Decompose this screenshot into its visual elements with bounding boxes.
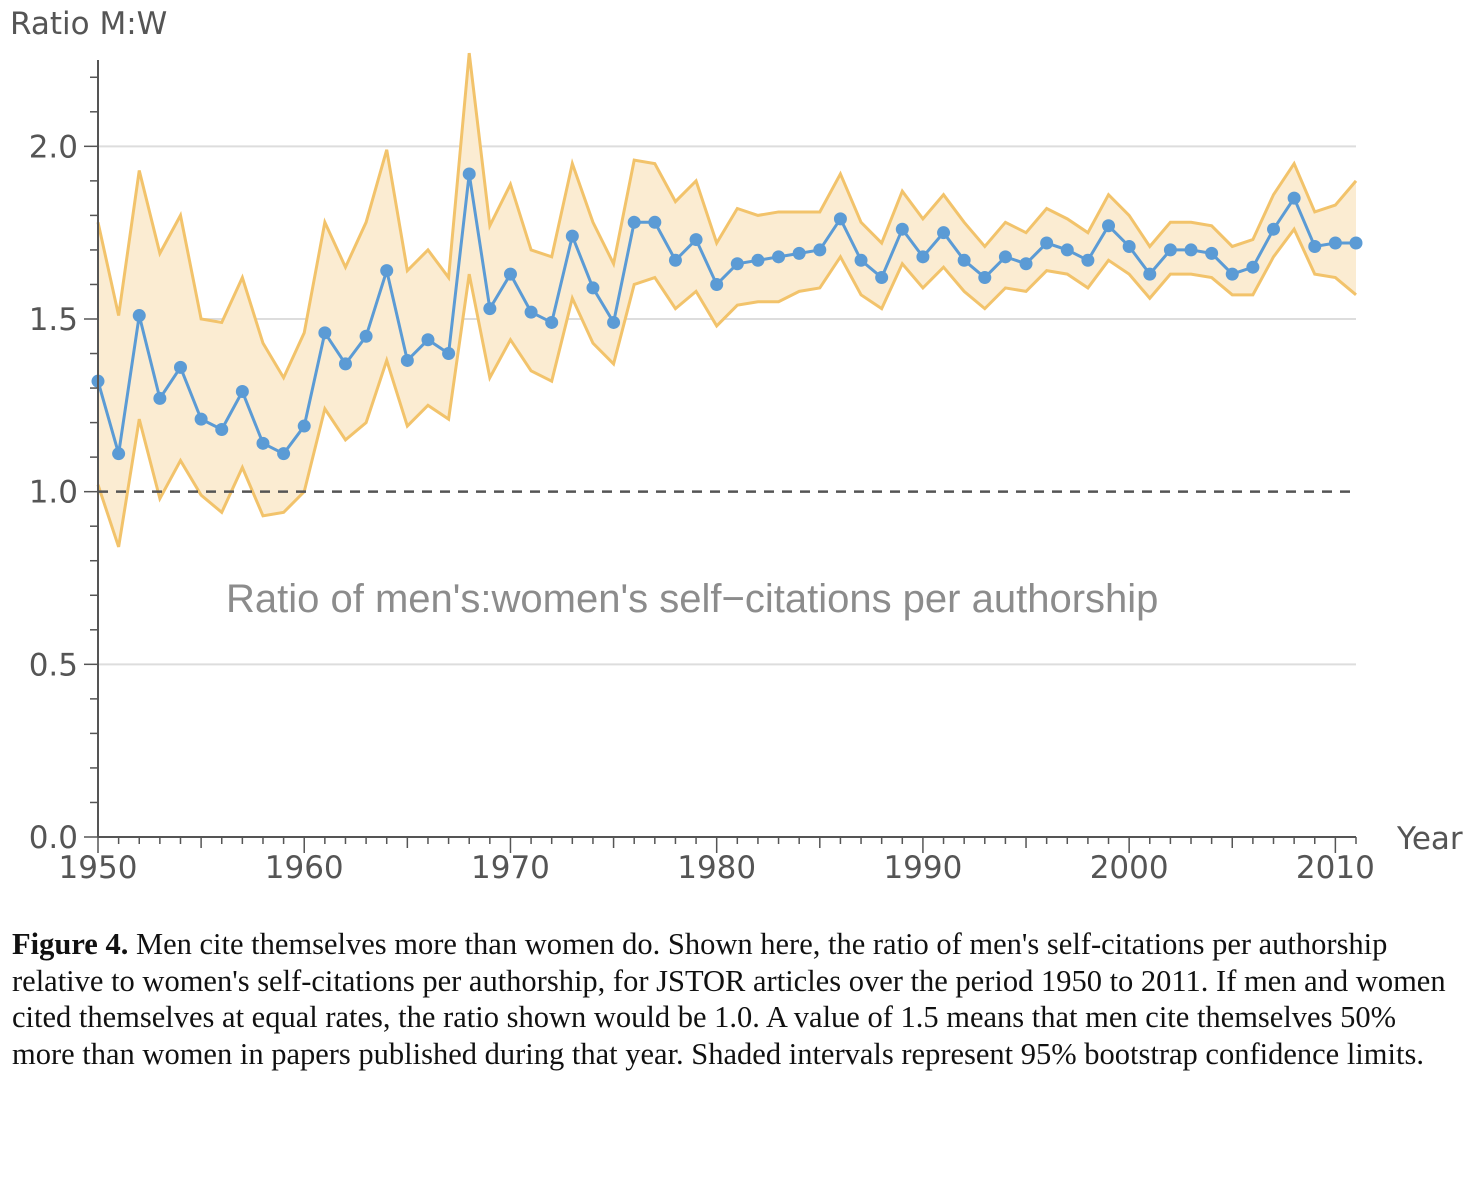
data-point	[194, 412, 208, 426]
data-point	[277, 447, 291, 461]
data-point	[235, 385, 249, 399]
data-point	[380, 264, 394, 278]
data-point	[1122, 239, 1136, 253]
data-point	[1267, 222, 1281, 236]
data-point	[1081, 253, 1095, 267]
x-tick-label: 2010	[1296, 850, 1375, 886]
data-point	[895, 222, 909, 236]
data-point	[256, 436, 270, 450]
ratio-points	[91, 167, 1363, 461]
y-tick-label: 2.0	[29, 129, 78, 165]
data-point	[1163, 243, 1177, 257]
data-point	[359, 329, 373, 343]
data-point	[215, 423, 229, 437]
data-point	[1060, 243, 1074, 257]
axes	[84, 60, 1357, 853]
data-point	[586, 281, 600, 295]
data-point	[710, 277, 724, 291]
data-point	[648, 215, 662, 229]
lower-limit-line	[96, 226, 1357, 548]
data-point	[875, 271, 889, 285]
upper-limit-line	[96, 52, 1358, 381]
data-point	[318, 326, 332, 340]
data-point	[627, 215, 641, 229]
data-point	[1040, 236, 1054, 250]
data-point	[957, 253, 971, 267]
data-point	[772, 250, 786, 264]
data-point	[1019, 257, 1033, 271]
data-point	[483, 302, 497, 316]
x-tick-label: 1980	[677, 850, 756, 886]
data-point	[607, 315, 621, 329]
x-tick-label: 1960	[265, 850, 344, 886]
y-tick-label: 0.5	[29, 647, 78, 683]
caption-text: Men cite themselves more than women do. …	[12, 927, 1446, 1071]
data-point	[338, 357, 352, 371]
data-point	[854, 253, 868, 267]
data-point	[937, 226, 951, 240]
y-axis-title: Ratio M:W	[10, 6, 167, 42]
data-point	[153, 391, 167, 405]
tick-labels: 0.0 0.5 1.0 1.5 2.0 1950 1960 1970 1980 1990 2000 2…	[29, 129, 1375, 886]
data-point	[730, 257, 744, 271]
data-point	[442, 347, 456, 361]
data-point	[668, 253, 682, 267]
figure-caption: Figure 4. Men cite themselves more than …	[12, 926, 1452, 1072]
data-point	[524, 305, 538, 319]
data-point	[1246, 260, 1260, 274]
x-tick-label: 1970	[471, 850, 550, 886]
data-point	[813, 243, 827, 257]
x-tick-label: 1950	[59, 850, 138, 886]
data-point	[978, 271, 992, 285]
data-point	[400, 353, 414, 367]
confidence-band	[98, 53, 1356, 547]
data-point	[1184, 243, 1198, 257]
data-point	[998, 250, 1012, 264]
data-point	[1287, 191, 1301, 205]
data-point	[462, 167, 476, 181]
data-point	[792, 246, 806, 260]
data-point	[833, 212, 847, 226]
data-point	[112, 447, 126, 461]
data-point	[1308, 239, 1322, 253]
data-point	[751, 253, 765, 267]
data-point	[1225, 267, 1239, 281]
x-axis-title: Year	[1396, 821, 1463, 857]
x-tick-label: 2000	[1090, 850, 1169, 886]
data-point	[1328, 236, 1342, 250]
data-point	[545, 315, 559, 329]
x-tick-label: 1990	[883, 850, 962, 886]
chart-annotation: Ratio of men's:women's self−citations pe…	[226, 577, 1158, 621]
data-point	[565, 229, 579, 243]
data-point	[173, 360, 187, 374]
data-point	[503, 267, 517, 281]
data-point	[132, 309, 146, 323]
data-point	[1205, 246, 1219, 260]
y-tick-label: 0.0	[29, 820, 78, 856]
data-point	[297, 419, 311, 433]
data-point	[1143, 267, 1157, 281]
y-tick-label: 1.0	[29, 475, 78, 511]
ratio-chart: 0.0 0.5 1.0 1.5 2.0 1950 1960 1970 1980 1990 2000 2…	[10, 6, 1463, 886]
y-tick-label: 1.5	[29, 302, 78, 338]
caption-label: Figure 4.	[12, 927, 129, 961]
data-point	[1349, 236, 1363, 250]
data-point	[421, 333, 435, 347]
data-point	[1102, 219, 1116, 233]
data-point	[689, 233, 703, 247]
data-point	[916, 250, 930, 264]
